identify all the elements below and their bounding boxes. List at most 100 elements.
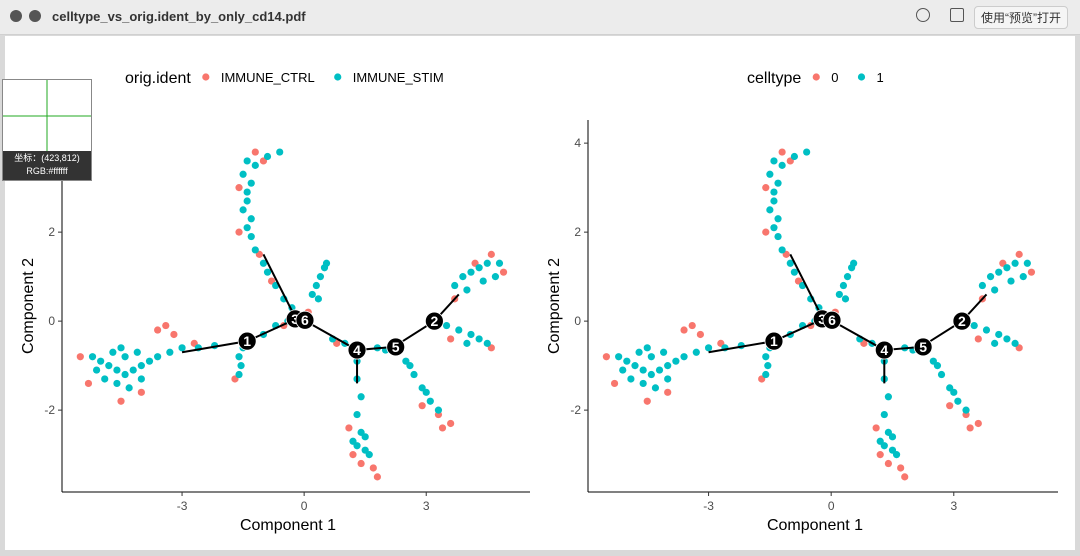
x-tick-label: -3 — [177, 499, 188, 513]
point — [602, 353, 610, 361]
point — [937, 370, 946, 379]
point — [664, 375, 672, 383]
point — [154, 326, 162, 334]
point — [349, 437, 357, 445]
point — [475, 335, 483, 343]
point — [978, 281, 986, 290]
point — [647, 370, 655, 379]
point — [113, 379, 121, 388]
point — [762, 184, 770, 192]
point — [762, 353, 770, 361]
point — [447, 335, 455, 343]
point — [357, 393, 365, 401]
point — [276, 148, 284, 156]
point — [475, 264, 483, 272]
point — [483, 339, 491, 347]
point — [635, 348, 643, 356]
point — [137, 362, 145, 370]
point — [479, 277, 487, 285]
title-bar: celltype_vs_orig.ident_by_only_cd14.pdf … — [0, 0, 1080, 35]
node — [237, 331, 257, 351]
point — [897, 464, 905, 472]
point — [263, 152, 272, 161]
point — [950, 388, 958, 396]
point — [467, 330, 475, 339]
share-icon[interactable] — [950, 8, 964, 22]
point — [459, 273, 467, 281]
point — [263, 268, 272, 276]
point — [1015, 250, 1023, 258]
point — [770, 224, 778, 232]
close-button[interactable] — [10, 10, 22, 22]
point — [447, 419, 455, 428]
point — [162, 321, 170, 330]
point — [778, 161, 786, 169]
crosshair — [3, 80, 91, 152]
point — [946, 402, 954, 410]
point — [451, 281, 459, 290]
point — [841, 295, 850, 303]
tooltip-info: 坐标：(423,812) RGB:#ffffff — [3, 151, 91, 180]
point — [610, 379, 619, 388]
point — [1027, 268, 1036, 276]
point — [790, 152, 798, 161]
point — [125, 384, 133, 392]
point — [483, 259, 491, 267]
point — [1011, 339, 1019, 347]
legend-label: 1 — [876, 70, 883, 85]
point — [239, 206, 247, 214]
open-button[interactable]: 使用“预览”打开 — [974, 6, 1068, 29]
point — [954, 397, 962, 405]
y-tick-label: -2 — [44, 403, 55, 417]
point — [639, 379, 647, 388]
point — [843, 273, 852, 281]
point — [259, 259, 268, 267]
point — [369, 464, 377, 472]
point — [835, 290, 843, 299]
point — [438, 424, 447, 432]
point — [762, 228, 770, 236]
point — [235, 184, 243, 192]
x-axis-title: Component 1 — [240, 517, 336, 534]
point — [1011, 259, 1019, 267]
point — [1019, 273, 1027, 281]
point — [643, 344, 651, 352]
point — [243, 197, 251, 205]
minimize-button[interactable] — [29, 10, 41, 22]
point — [982, 326, 991, 334]
markup-icon[interactable] — [916, 8, 930, 22]
point — [133, 348, 141, 356]
point — [672, 357, 680, 365]
point — [491, 273, 500, 281]
node — [874, 340, 894, 360]
point — [884, 459, 892, 468]
legend-label: 0 — [831, 70, 838, 85]
point — [237, 362, 245, 370]
point — [639, 366, 647, 374]
point — [117, 397, 125, 405]
node-label: 5 — [392, 339, 400, 355]
point — [467, 268, 475, 276]
point — [308, 290, 316, 299]
y-tick-label: -2 — [570, 403, 581, 417]
y-tick-label: 2 — [574, 225, 581, 239]
y-axis-title: Component 2 — [20, 258, 37, 354]
point — [651, 384, 660, 392]
legend-title: celltype — [747, 70, 801, 87]
point — [901, 473, 909, 481]
point — [643, 397, 651, 405]
point — [235, 353, 243, 361]
point — [786, 259, 794, 267]
point — [770, 157, 778, 165]
window-title: celltype_vs_orig.ident_by_only_cd14.pdf — [52, 9, 306, 24]
point — [499, 268, 508, 276]
point — [764, 362, 772, 370]
point — [991, 286, 999, 294]
point — [434, 406, 443, 414]
point — [778, 148, 786, 156]
point — [627, 375, 635, 383]
point — [995, 330, 1003, 339]
point — [137, 388, 145, 396]
point — [251, 246, 259, 254]
